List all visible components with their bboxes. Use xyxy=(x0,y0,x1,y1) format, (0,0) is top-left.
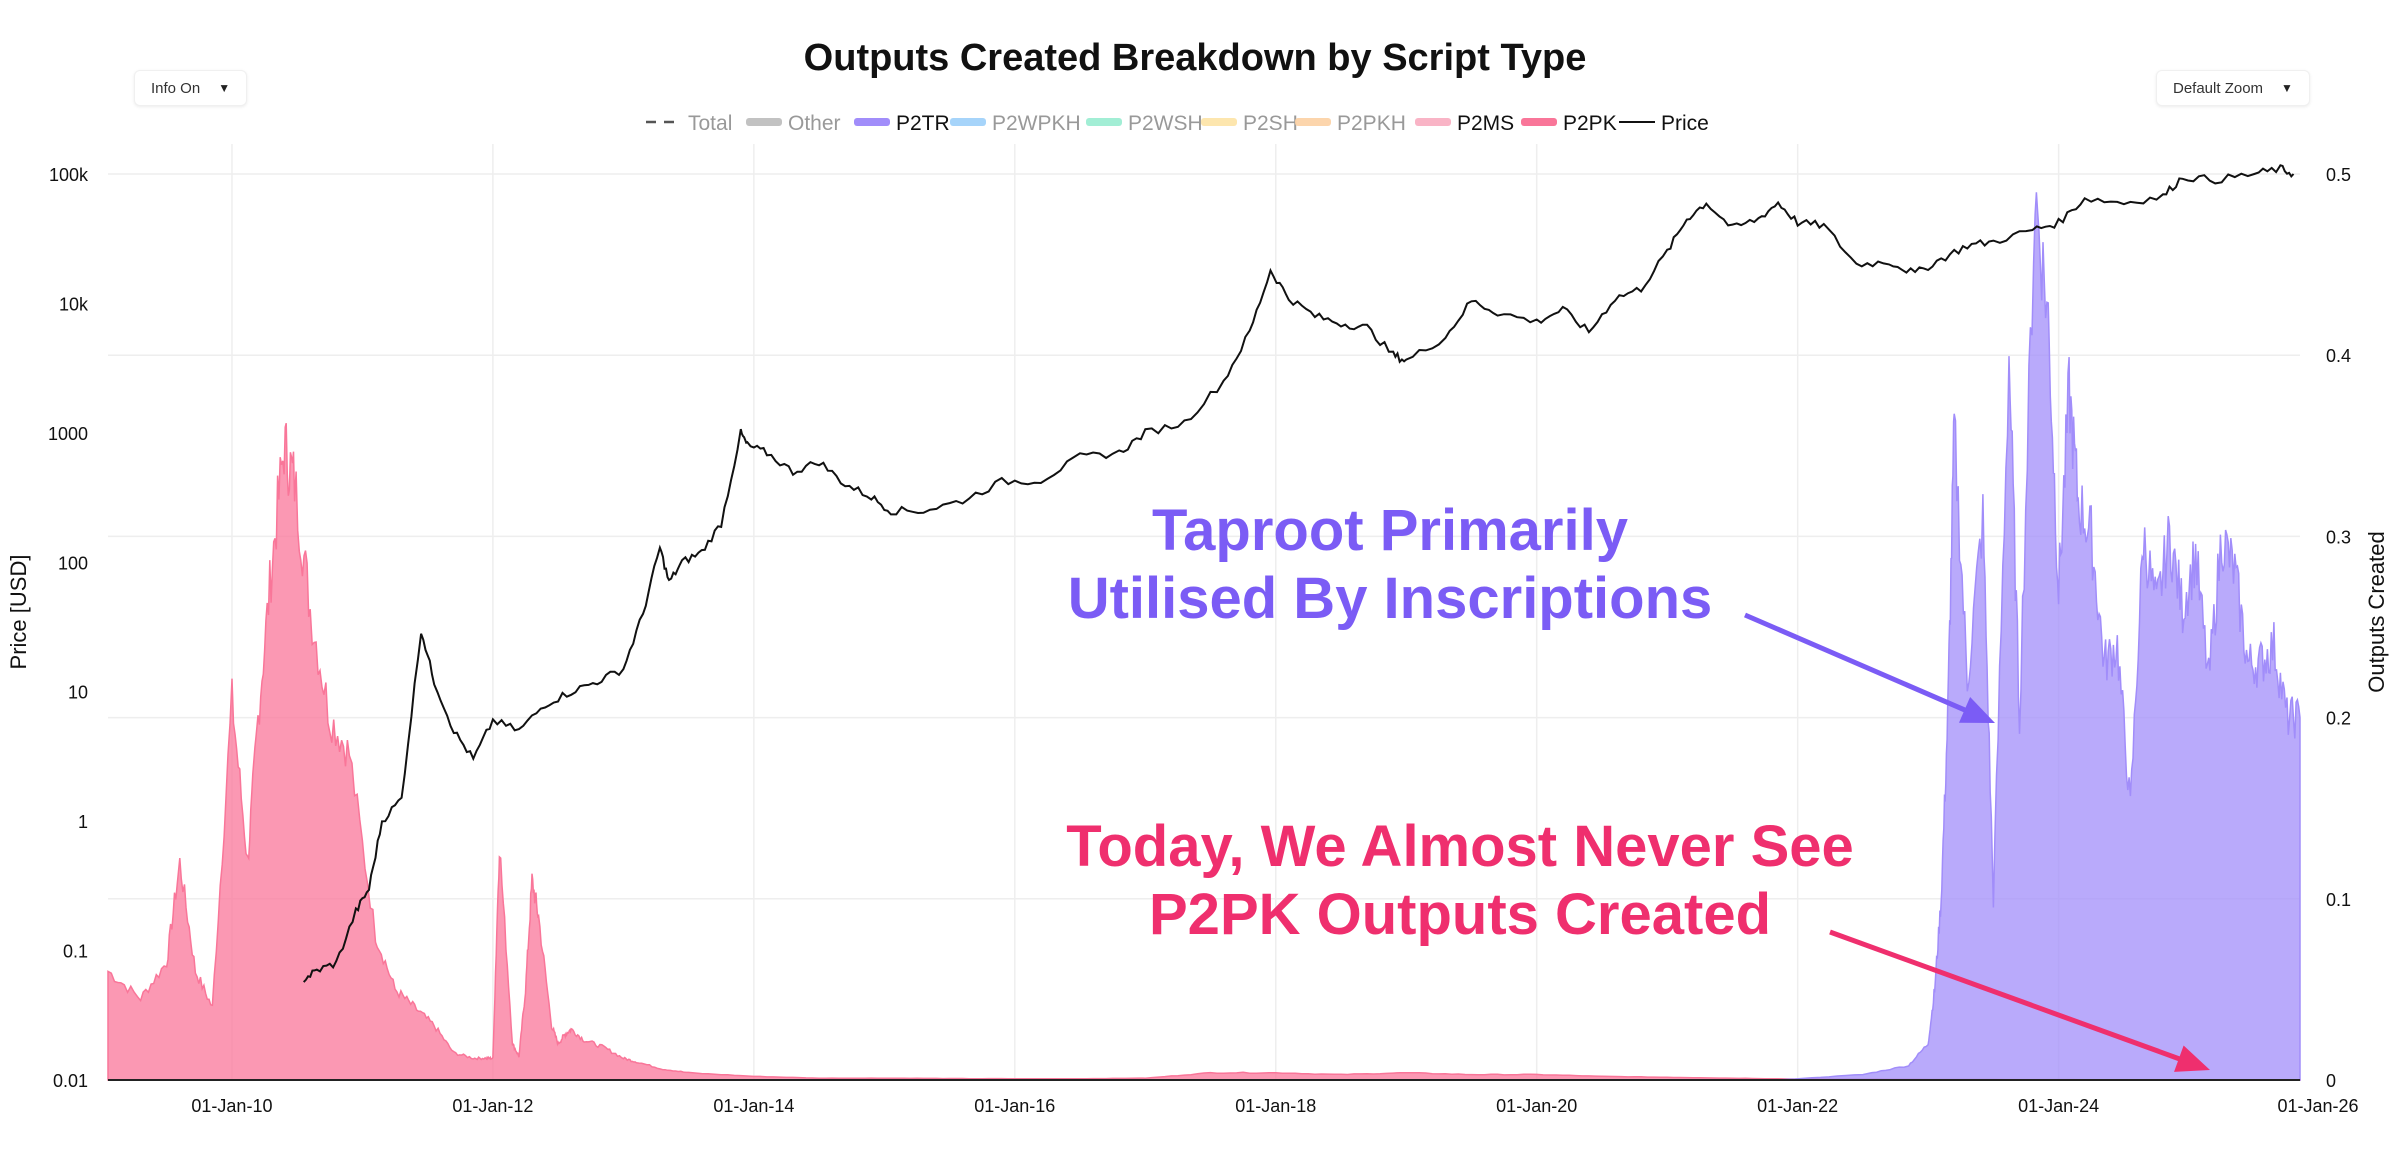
area-p2pk xyxy=(107,423,2301,1081)
annotation-arrow-shaft xyxy=(1829,929,2189,1065)
legend-label-total: Total xyxy=(688,112,732,135)
legend-swatch-p2wpkh xyxy=(950,118,986,126)
info-toggle-dropdown[interactable]: Info On ▼ xyxy=(134,70,248,106)
legend: Total Other P2TR P2WPKH P2WSH P2SH P2PKH P2MS P2… xyxy=(646,112,1709,135)
legend-swatch-p2ms xyxy=(1415,118,1451,126)
y-left-tick-label: 100k xyxy=(49,165,89,185)
legend-label-p2sh: P2SH xyxy=(1243,112,1298,135)
area-p2tr xyxy=(1778,192,2301,1081)
x-tick-label: 01-Jan-16 xyxy=(974,1096,1055,1116)
legend-swatch-p2sh xyxy=(1201,118,1237,126)
y-right-tick-label: 0 xyxy=(2326,1071,2336,1091)
price-line xyxy=(302,164,2295,983)
legend-label-p2pkh: P2PKH xyxy=(1337,112,1406,135)
legend-swatch-p2wsh xyxy=(1086,118,1122,126)
series-areas xyxy=(107,192,2301,1081)
y-right-tick-label: 0.4 xyxy=(2326,346,2351,366)
annotation-text: Today, We Almost Never See xyxy=(1066,814,1854,879)
legend-label-p2tr: P2TR xyxy=(896,112,950,135)
annotation-text: Taproot Primarily xyxy=(1152,498,1628,563)
x-tick-label: 01-Jan-22 xyxy=(1757,1096,1838,1116)
legend-label-price: Price xyxy=(1661,112,1709,135)
annotation-arrow-head xyxy=(1959,696,1995,723)
y-left-tick-label: 0.1 xyxy=(63,942,88,962)
y-right-tick-label: 0.2 xyxy=(2326,709,2351,729)
zoom-dropdown[interactable]: Default Zoom ▼ xyxy=(2156,70,2310,106)
triangle-down-icon: ▼ xyxy=(2281,81,2293,95)
y-right-tick-label: 0.1 xyxy=(2326,890,2351,910)
y-left-tick-label: 0.01 xyxy=(53,1071,88,1091)
legend-label-p2ms: P2MS xyxy=(1457,112,1514,135)
info-toggle-label: Info On xyxy=(151,79,201,97)
x-tick-label: 01-Jan-14 xyxy=(713,1096,794,1116)
y-axis-label-right: Outputs Created xyxy=(2364,531,2389,692)
x-tick-label: 01-Jan-12 xyxy=(452,1096,533,1116)
y-left-tick-label: 10 xyxy=(68,683,88,703)
y-left-tick-label: 10k xyxy=(59,294,89,314)
x-tick-label: 01-Jan-20 xyxy=(1496,1096,1577,1116)
chart-title: Outputs Created Breakdown by Script Type xyxy=(804,37,1587,79)
legend-swatch-p2pkh xyxy=(1295,118,1331,126)
legend-swatch-p2pk xyxy=(1521,118,1557,126)
legend-label-p2wpkh: P2WPKH xyxy=(992,112,1081,135)
legend-label-p2pk: P2PK xyxy=(1563,112,1617,135)
y-left-tick-label: 100 xyxy=(58,553,88,573)
y-right-tick-label: 0.5 xyxy=(2326,165,2351,185)
y-left-tick-label: 1000 xyxy=(48,424,88,444)
legend-label-other: Other xyxy=(788,112,841,135)
annotation-arrow-head xyxy=(2174,1045,2210,1072)
axes: 0 0.1 0.2 0.3 0.4 0.5 0.01 0.1 1 10 100 1000 10k 100k… xyxy=(48,165,2359,1116)
legend-swatch-p2tr xyxy=(854,118,890,126)
legend-swatch-other xyxy=(746,118,782,126)
annotation-arrow-shaft xyxy=(1744,612,1981,719)
triangle-down-icon: ▼ xyxy=(218,81,231,95)
legend-label-p2wsh: P2WSH xyxy=(1128,112,1203,135)
x-tick-label: 01-Jan-24 xyxy=(2018,1096,2099,1116)
x-tick-label: 01-Jan-18 xyxy=(1235,1096,1316,1116)
annotation-text: Utilised By Inscriptions xyxy=(1068,566,1713,631)
y-left-tick-label: 1 xyxy=(78,812,88,832)
price-line-group xyxy=(302,164,2295,983)
y-axis-label-left: Price [USD] xyxy=(6,555,31,670)
annotation-text: P2PK Outputs Created xyxy=(1149,882,1771,947)
zoom-label: Default Zoom xyxy=(2173,79,2264,97)
x-tick-label: 01-Jan-10 xyxy=(191,1096,272,1116)
x-tick-label: 01-Jan-26 xyxy=(2277,1096,2358,1116)
y-right-tick-label: 0.3 xyxy=(2326,527,2351,547)
